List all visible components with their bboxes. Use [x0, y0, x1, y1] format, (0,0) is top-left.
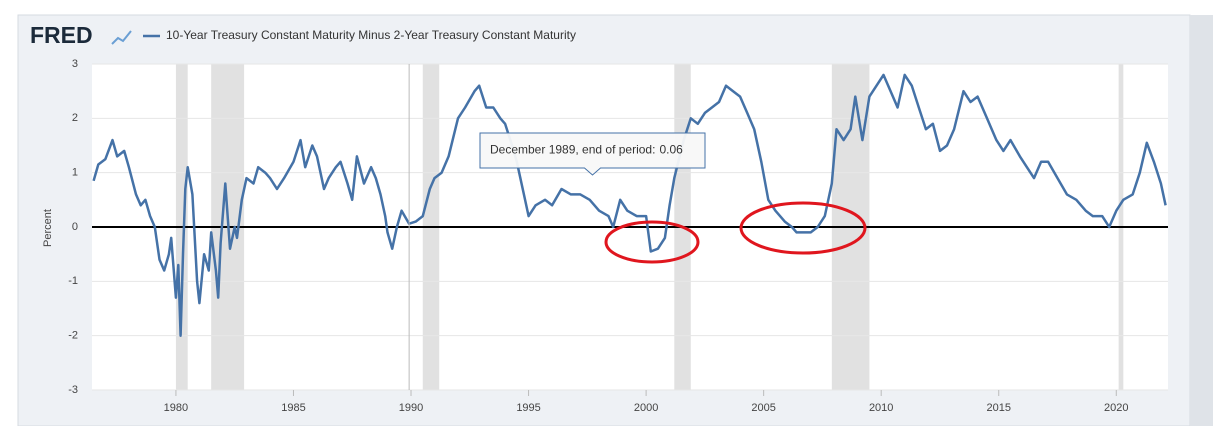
tooltip-value: 0.06	[659, 143, 683, 157]
x-tick-label: 2010	[869, 402, 893, 414]
series-line	[92, 73, 1167, 337]
brand-icon	[111, 30, 132, 45]
y-tick-label: 2	[72, 112, 78, 124]
x-tick-label: 2005	[751, 402, 775, 414]
x-tick-label: 2015	[986, 402, 1010, 414]
y-tick-label: 3	[72, 58, 78, 70]
y-axis-label: Percent	[42, 209, 54, 247]
annotation-circle	[604, 220, 700, 264]
x-tick-label: 2000	[634, 402, 658, 414]
side-strip	[1190, 15, 1213, 426]
y-tick-label: -1	[68, 275, 78, 287]
y-tick-label: -2	[68, 330, 78, 342]
plot-area	[92, 63, 1168, 391]
tooltip-box	[479, 132, 706, 176]
x-tick-label: 2020	[1104, 402, 1128, 414]
x-tick-label: 1980	[164, 402, 188, 414]
tooltip-label: December 1989, end of period:	[490, 143, 655, 157]
tooltip-text: December 1989, end of period: 0.06	[490, 143, 683, 157]
brand-logo: FRED	[30, 22, 93, 48]
y-tick-label: 0	[72, 221, 78, 233]
y-tick-label: 1	[72, 167, 78, 179]
legend-label: 10-Year Treasury Constant Maturity Minus…	[166, 28, 576, 42]
y-tick-label: -3	[68, 384, 78, 396]
annotation-circle	[739, 201, 867, 255]
x-tick-label: 1990	[399, 402, 423, 414]
x-tick-label: 1985	[281, 402, 305, 414]
x-tick-label: 1995	[516, 402, 540, 414]
